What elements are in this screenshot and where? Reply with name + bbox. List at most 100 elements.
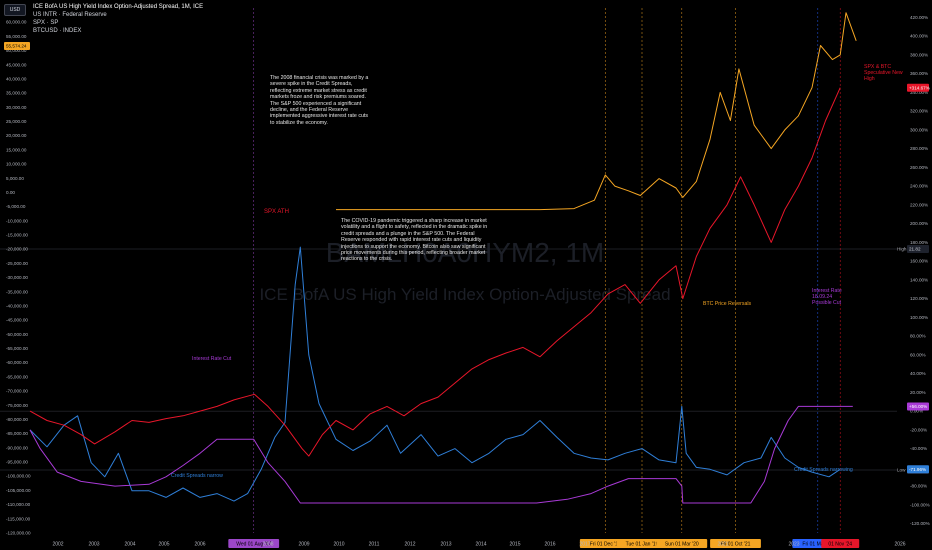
date-marker-tag <box>228 539 280 548</box>
spx-tag <box>907 83 929 92</box>
left-axis-label: 0.00 <box>6 190 15 195</box>
right-axis-label: -20.00% <box>910 427 927 432</box>
rate-tag-label: +56.00% <box>909 404 927 409</box>
date-marker-tag <box>710 539 761 548</box>
left-axis-label: -85,000.00 <box>6 431 28 436</box>
low-label: Low <box>897 468 906 473</box>
right-axis-label: 140.00% <box>910 277 928 282</box>
series-line-spx <box>29 87 841 457</box>
left-axis-label: -50,000.00 <box>6 332 28 337</box>
legend-item-spx[interactable]: SPX · SP <box>33 20 59 26</box>
x-axis: Wed 01 Aug '07 Fri 01 Dec '17 Tue 01 Jan '… <box>52 539 906 548</box>
annotation-credit-narrow: Credit Spreads narrow <box>171 473 223 479</box>
left-axis-label: 55,000.00 <box>6 34 27 39</box>
note-covid: The COVID-19 pandemic triggered a sharp … <box>341 218 488 263</box>
series-line-ice-bofa-us-high-yield-index-option-adjusted-spread <box>29 246 841 502</box>
left-axis-label: 50,000.00 <box>6 48 27 53</box>
right-axis-label: 100.00% <box>910 315 928 320</box>
x-tick-label: 2006 <box>194 542 205 548</box>
x-tick-label: 2013 <box>440 542 451 548</box>
right-axis: 420.00% 400.00% 380.00% 360.00% 340.00% 320.0… <box>910 15 930 526</box>
date-marker-label: Fri 01 Mar '24 <box>802 542 833 548</box>
series-line-federal-funds-rate <box>29 405 853 504</box>
right-axis-label: 340.00% <box>910 90 928 95</box>
left-axis-label: -45,000.00 <box>6 318 28 323</box>
x-tick-label: 2005 <box>158 542 169 548</box>
left-axis-label: -75,000.00 <box>6 403 28 408</box>
spread-tag-label: -71.96% <box>909 467 926 472</box>
left-axis-label: 35,000.00 <box>6 91 27 96</box>
right-axis-label: 380.00% <box>910 52 928 57</box>
left-axis-label: -90,000.00 <box>6 445 28 450</box>
x-tick-label: 2002 <box>52 542 63 548</box>
right-axis-label: -100.00% <box>910 502 930 507</box>
left-axis-label: 10,000.00 <box>6 162 27 167</box>
x-tick-label: 2009 <box>298 542 309 548</box>
date-marker-label: 01 Nov '24 <box>828 542 852 548</box>
right-axis-label: 0.00% <box>910 409 923 414</box>
rate-tag <box>907 402 929 411</box>
legend-item-btc[interactable]: BTCUSD · INDEX <box>33 28 82 34</box>
watermark-symbol: BAMLH0A0HYM2, 1M <box>326 237 605 268</box>
right-axis-label: 40.00% <box>910 371 926 376</box>
left-current-tag <box>4 42 30 50</box>
right-axis-label: -80.00% <box>910 484 927 489</box>
left-axis-label: -105,000.00 <box>6 488 31 493</box>
left-axis-label: 5,000.00 <box>6 176 24 181</box>
x-tick-label: 2010 <box>333 542 344 548</box>
left-axis: 60,000.00 55,000.00 50,000.00 45,000.00 40,0… <box>4 20 31 536</box>
spread-tag <box>907 465 929 474</box>
date-marker-label: Fri 01 Oct '21 <box>721 542 751 548</box>
note-gfc: The 2008 financial crisis was marked by … <box>270 75 369 126</box>
legend-item-rate[interactable]: US INTR · Federal Reserve <box>33 12 107 18</box>
left-axis-label: -35,000.00 <box>6 289 28 294</box>
right-axis-label: 360.00% <box>910 71 928 76</box>
left-axis-label: 45,000.00 <box>6 62 27 67</box>
x-tick-label: 2021 <box>717 542 728 548</box>
high-value-tag <box>907 245 929 253</box>
right-axis-label: 400.00% <box>910 34 928 39</box>
series-lines <box>29 12 857 504</box>
right-axis-label: -40.00% <box>910 446 927 451</box>
x-tick-label: 2004 <box>124 542 135 548</box>
date-marker-label: Sun 01 Mar '20 <box>665 542 699 548</box>
right-axis-label: 320.00% <box>910 109 928 114</box>
right-axis-label: 300.00% <box>910 127 928 132</box>
left-axis-label: -15,000.00 <box>6 233 28 238</box>
date-marker-label: Wed 01 Aug '07 <box>236 542 271 548</box>
right-axis-label: 420.00% <box>910 15 928 20</box>
currency-button[interactable]: USD <box>4 4 26 16</box>
annotation-spx-btc-high: SPX & BTC Speculative New High <box>864 64 903 82</box>
left-axis-label: 60,000.00 <box>6 20 27 25</box>
left-axis-label: -110,000.00 <box>6 502 31 507</box>
spx-tag-label: +314.67% <box>909 85 930 90</box>
annotation-spx-ath: SPX ATH <box>264 209 289 215</box>
right-axis-label: 120.00% <box>910 296 928 301</box>
right-axis-label: 180.00% <box>910 240 928 245</box>
right-axis-label: 60.00% <box>910 352 926 357</box>
annotation-rate-cut: Interest Rate Cut <box>192 356 232 362</box>
date-marker-label: Tue 01 Jan '19 <box>626 542 659 548</box>
left-axis-label: -70,000.00 <box>6 389 28 394</box>
left-axis-label: -55,000.00 <box>6 346 28 351</box>
right-axis-label: 20.00% <box>910 390 926 395</box>
left-axis-label: 15,000.00 <box>6 147 27 152</box>
x-tick-label: 2026 <box>894 542 905 548</box>
x-tick-label: 2017 <box>579 542 590 548</box>
watermark-name: ICE BofA US High Yield Index Option-Adju… <box>259 285 670 304</box>
left-axis-label: -30,000.00 <box>6 275 28 280</box>
left-axis-label: 30,000.00 <box>6 105 27 110</box>
left-axis-label: -120,000.00 <box>6 531 31 536</box>
date-marker-tag <box>821 539 860 548</box>
date-marker-label: Fri 01 Dec '17 <box>590 542 621 548</box>
annotation-btc-reversal: BTC Price Reversals <box>703 301 752 307</box>
x-tick-label: 2011 <box>369 542 380 548</box>
left-axis-label: 25,000.00 <box>6 119 27 124</box>
legend: ICE BofA US High Yield Index Option-Adju… <box>33 3 203 35</box>
date-marker-tag <box>656 539 708 548</box>
x-tick-label: 2008 <box>262 542 273 548</box>
x-tick-label: 2014 <box>475 542 486 548</box>
left-axis-label: 40,000.00 <box>6 76 27 81</box>
right-axis-label: 260.00% <box>910 165 928 170</box>
left-axis-label: -40,000.00 <box>6 303 28 308</box>
